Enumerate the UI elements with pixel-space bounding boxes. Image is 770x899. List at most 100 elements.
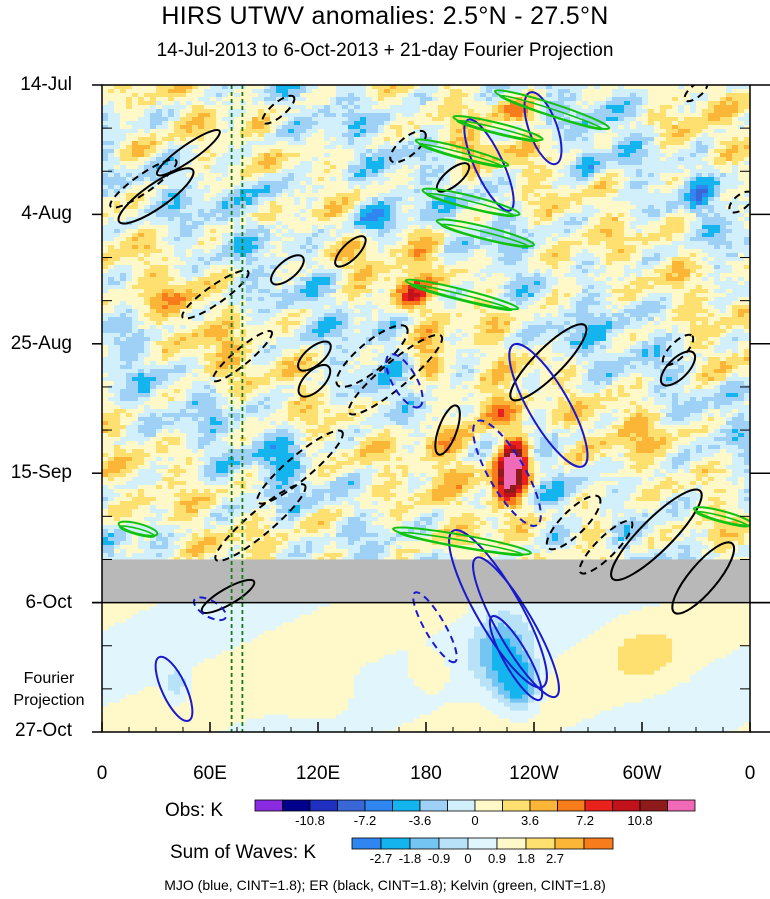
wave-legend-footer: MJO (blue, CINT=1.8); ER (black, CINT=1.… (164, 877, 606, 893)
y-tick-label: 27-Oct (14, 720, 72, 741)
er-contour (261, 94, 296, 125)
y-tick-label: 6-Oct (25, 591, 72, 613)
y-tick-label: 25-Aug (10, 332, 72, 354)
kelvin-contour (414, 138, 510, 168)
er-contour (610, 488, 703, 582)
er-contour (297, 363, 332, 398)
obs-colorbar-tick-label: 0 (471, 813, 479, 828)
er-contour (671, 541, 736, 615)
obs-colorbar-swatch (419, 799, 448, 812)
kelvin-contour (425, 192, 515, 218)
mjo-contour (412, 591, 458, 664)
waves-colorbar-swatch (583, 837, 614, 850)
er-contour (211, 329, 273, 383)
obs-colorbar-swatch (254, 799, 283, 812)
er-contour (659, 350, 697, 387)
er-contour (297, 340, 332, 372)
y-tick-label: 15-Sep (10, 462, 72, 484)
mjo-contour (385, 353, 424, 409)
er-contour (270, 254, 305, 286)
mjo-contour (154, 655, 194, 722)
er-contour (155, 129, 221, 177)
obs-colorbar-label: Obs: K (165, 800, 224, 821)
fourier-label-line1: Fourier (23, 670, 75, 687)
x-tick-label: 60E (193, 763, 227, 784)
x-tick-label: 0 (744, 763, 756, 784)
er-contour (545, 494, 602, 551)
er-contour (509, 323, 588, 402)
obs-colorbar-swatch (447, 799, 476, 812)
obs-colorbar-swatch (584, 799, 613, 812)
obs-colorbar-swatch (392, 799, 421, 812)
reference-lines (230, 85, 244, 732)
er-contour (256, 429, 344, 505)
mjo-contour (508, 342, 589, 468)
obs-colorbar-tick-label: 3.6 (520, 813, 540, 828)
x-tick-label: 0 (96, 763, 108, 784)
mjo-contour (463, 118, 515, 212)
kelvin-contour (119, 525, 156, 538)
y-tick-label: 14-Jul (20, 74, 72, 95)
obs-colorbar-swatch (639, 799, 668, 812)
waves-colorbar-swatch (380, 837, 411, 850)
er-contour (728, 190, 750, 214)
waves-colorbar-tick-label: 1.8 (516, 851, 536, 866)
x-tick-label: 120W (509, 763, 559, 784)
obs-colorbar-swatch (474, 799, 503, 812)
obs-colorbar-swatch (337, 799, 366, 812)
obs-colorbar-swatch (529, 799, 558, 812)
mjo-contour (472, 419, 542, 527)
waves-colorbar-swatch (409, 837, 440, 850)
waves-colorbar-swatch (554, 837, 585, 850)
obs-colorbar-swatch (364, 799, 393, 812)
waves-colorbar-tick-label: -0.9 (427, 851, 451, 866)
obs-colorbar-tick-label: 7.2 (575, 813, 595, 828)
kelvin-contour (452, 114, 544, 142)
er-contour (335, 324, 409, 388)
waves-colorbar-tick-label: 0 (464, 851, 472, 866)
chart-subtitle: 14-Jul-2013 to 6-Oct-2013 + 21-day Fouri… (156, 40, 614, 61)
er-contour (683, 85, 709, 103)
mjo-contour (192, 596, 228, 622)
obs-colorbar-tick-label: 10.8 (627, 813, 653, 828)
obs-colorbar-tick-label: -10.8 (295, 813, 325, 828)
x-tick-label: 60W (622, 763, 662, 784)
waves-colorbar-swatch (496, 837, 527, 850)
er-contour (661, 333, 695, 367)
observed-anomaly-field (102, 85, 750, 603)
er-contour (109, 158, 178, 209)
obs-colorbar-swatch (667, 799, 696, 812)
kelvin-contour (440, 223, 530, 249)
mjo-contour (488, 615, 544, 702)
chart-title: HIRS UTWV anomalies: 2.5°N - 27.5°N (161, 2, 609, 30)
x-tick-label: 180 (410, 763, 442, 784)
er-contour (578, 519, 634, 575)
obs-colorbar-tick-label: -3.6 (408, 813, 432, 828)
y-tick-label: 4-Aug (21, 203, 72, 225)
kelvin-contour (418, 143, 504, 169)
obs-colorbar-swatch (309, 799, 338, 812)
waves-colorbar (351, 837, 614, 850)
kelvin-contour (456, 119, 539, 143)
obs-colorbar-swatch (282, 799, 311, 812)
obs-colorbar-swatch (612, 799, 641, 812)
er-contour (181, 269, 250, 320)
waves-colorbar-tick-label: -2.7 (369, 851, 393, 866)
waves-colorbar-tick-label: 2.7 (545, 851, 565, 866)
er-contour (434, 404, 461, 456)
obs-colorbar-tick-label: -7.2 (353, 813, 377, 828)
obs-colorbar (254, 799, 696, 812)
er-contour (389, 129, 427, 164)
er-contour (214, 483, 307, 562)
er-contour (334, 235, 367, 268)
kelvin-contour (409, 283, 513, 312)
kelvin-contour (117, 520, 159, 537)
waves-colorbar-label: Sum of Waves: K (170, 842, 317, 863)
mjo-contour (472, 556, 560, 699)
waves-colorbar-tick-label: -1.8 (398, 851, 422, 866)
er-contour (117, 167, 195, 225)
kelvin-contour (498, 94, 604, 131)
missing-data-band (102, 559, 750, 603)
x-tick-label: 120E (295, 763, 341, 784)
